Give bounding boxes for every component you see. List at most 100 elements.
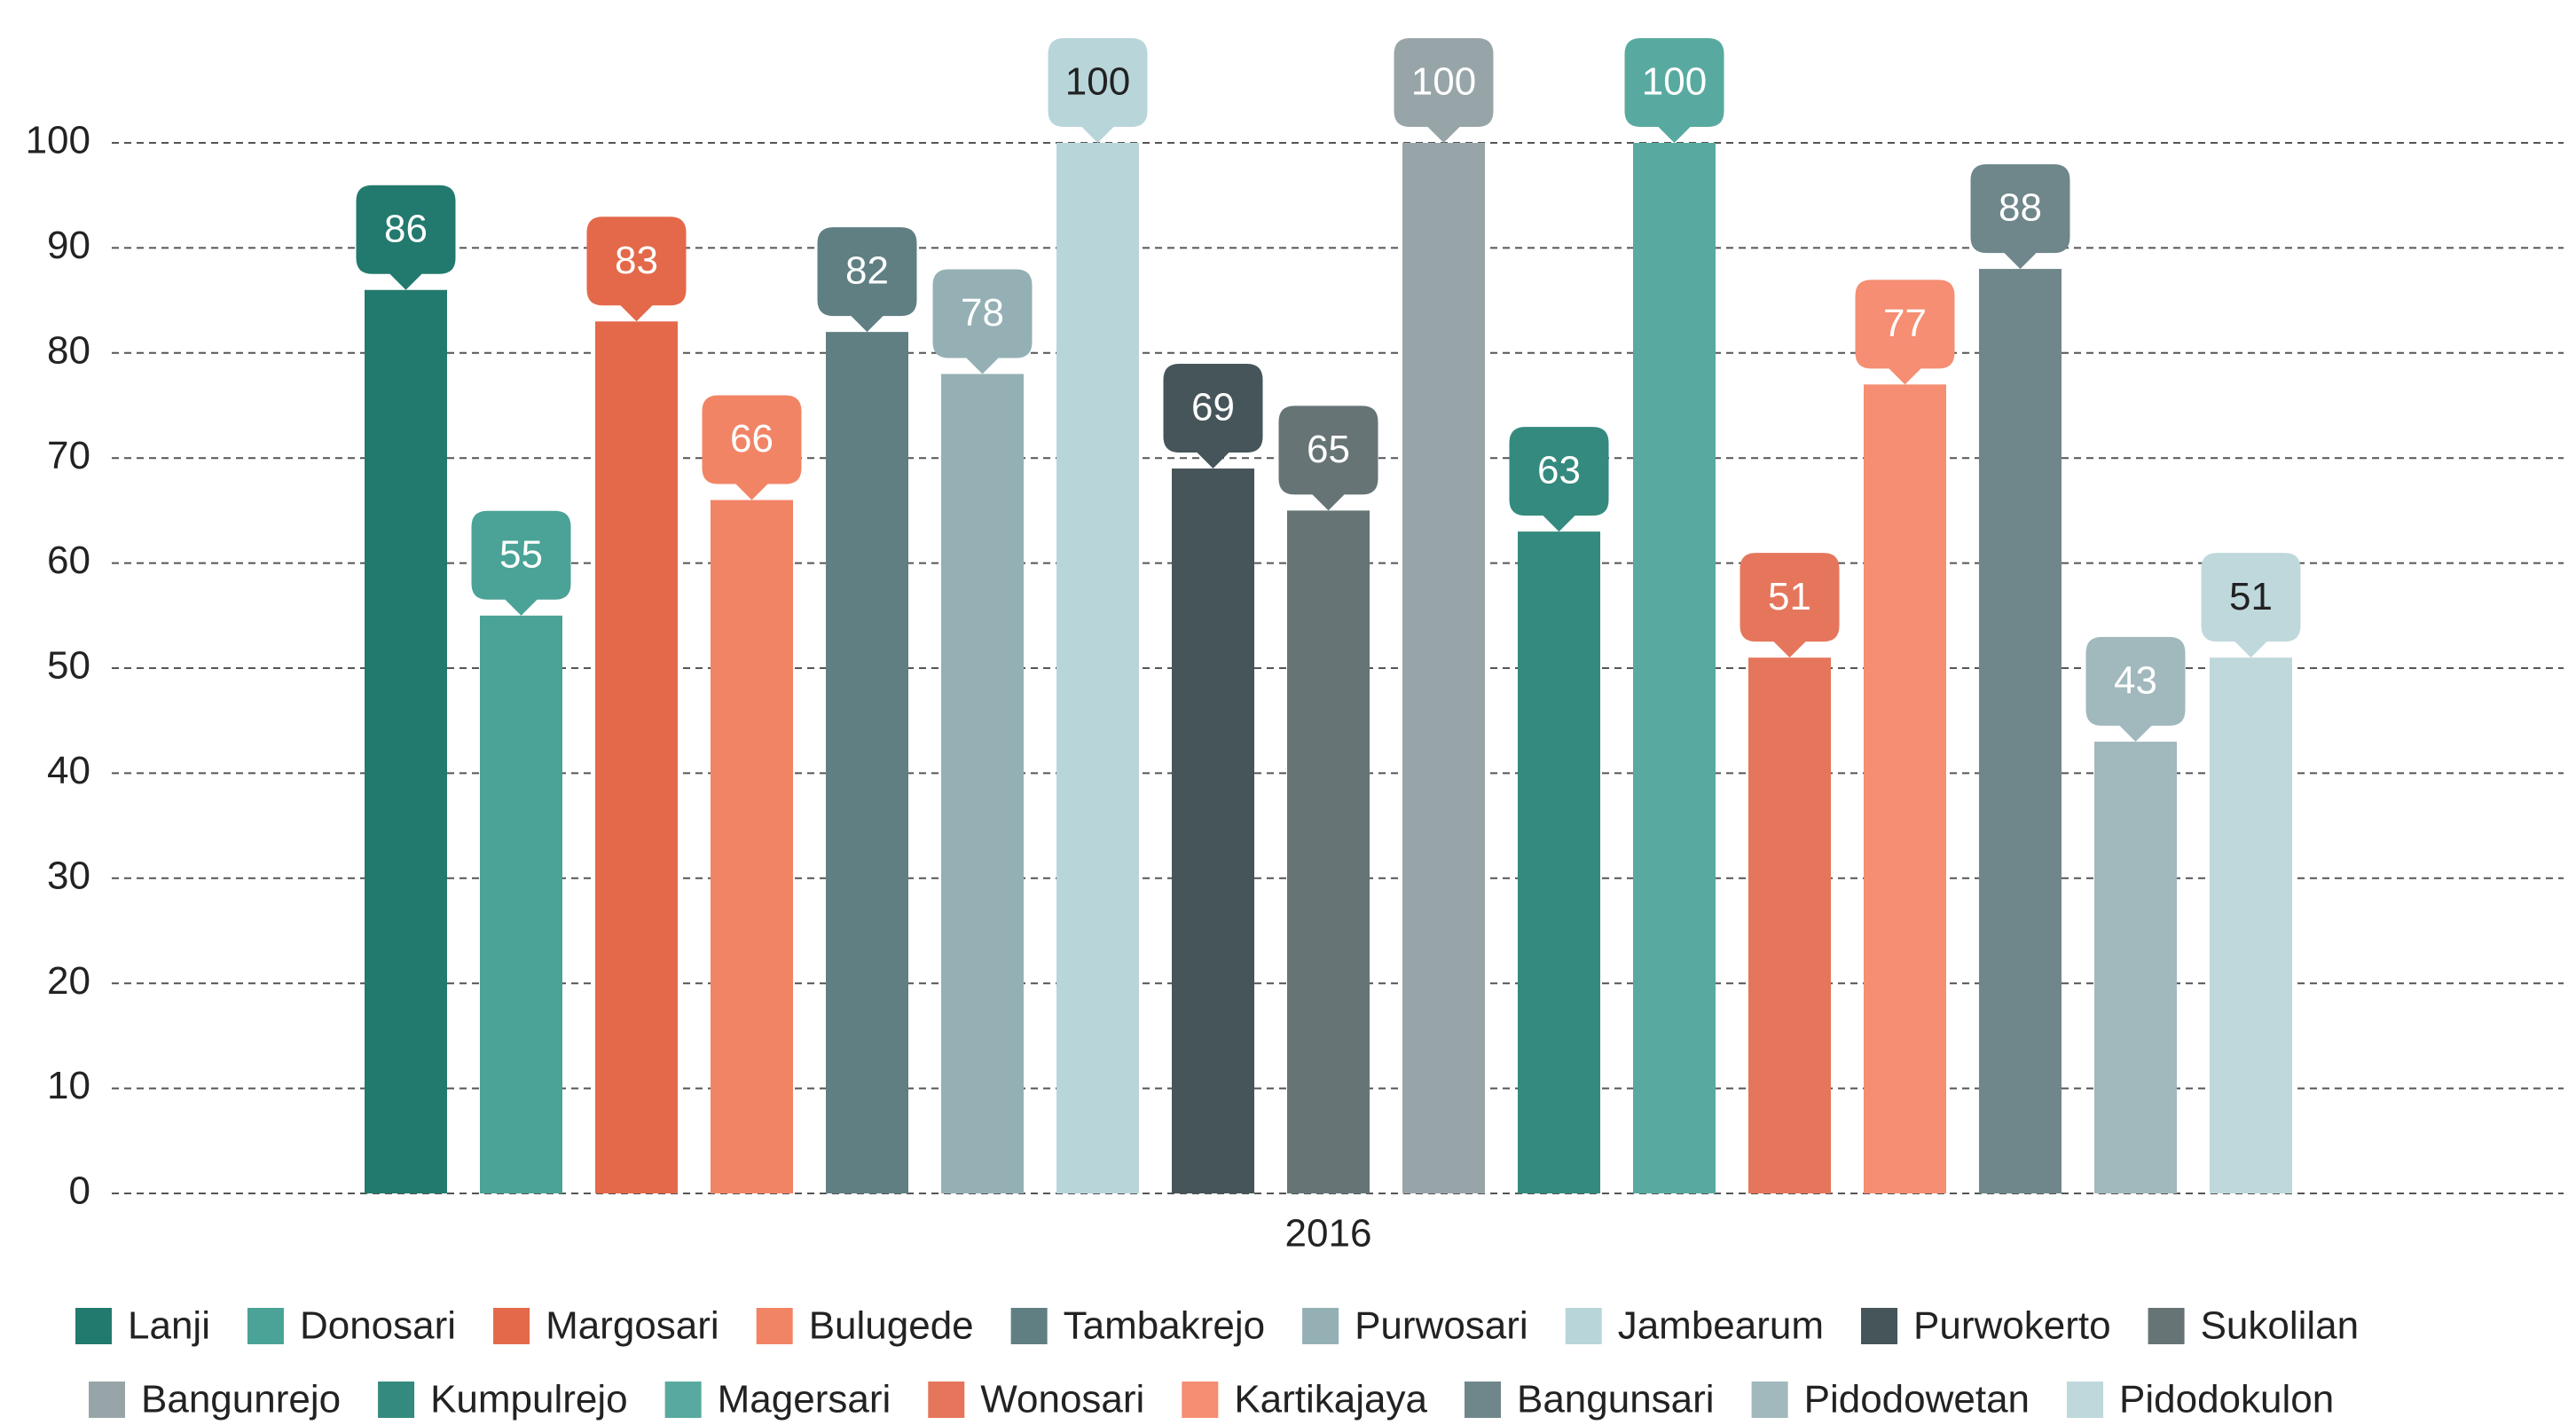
data-label: 51: [1768, 575, 1811, 618]
data-label: 100: [1065, 60, 1130, 104]
bar: [1402, 143, 1485, 1193]
legend-swatch: [756, 1308, 793, 1344]
legend-label: Magersari: [718, 1378, 891, 1421]
legend-label: Bulugede: [809, 1304, 974, 1348]
data-label: 63: [1537, 449, 1581, 492]
legend-label: Pidodokulon: [2119, 1378, 2334, 1421]
legend-swatch: [493, 1308, 530, 1344]
legend-item: Jambearum: [1565, 1304, 1824, 1348]
data-label: 55: [499, 532, 543, 576]
legend-swatch: [1010, 1308, 1048, 1344]
value-callout: [1394, 38, 1494, 143]
bar: [1979, 269, 2062, 1194]
data-label: 77: [1883, 302, 1927, 345]
legend-swatch: [1861, 1308, 1898, 1344]
bar: [826, 332, 908, 1193]
bar: [1864, 384, 1946, 1193]
value-callout: [1048, 38, 1148, 143]
legend-label: Lanji: [128, 1304, 210, 1348]
y-tick-label: 20: [47, 959, 90, 1003]
legend-label: Kartikajaya: [1234, 1378, 1427, 1421]
legend-label: Sukolilan: [2201, 1304, 2360, 1348]
legend-item: Donosari: [247, 1304, 456, 1348]
bar: [1056, 143, 1139, 1193]
value-callout: [1278, 405, 1378, 511]
legend-swatch: [89, 1382, 125, 1418]
data-label: 43: [2114, 659, 2157, 703]
legend-label: Pidodowetan: [1804, 1378, 2030, 1421]
bar: [1633, 143, 1716, 1193]
data-label: 100: [1411, 60, 1476, 104]
y-tick-label: 50: [47, 644, 90, 688]
value-callout: [586, 217, 687, 322]
value-callout: [932, 269, 1033, 374]
data-label: 88: [1999, 186, 2042, 230]
bar: [711, 500, 793, 1193]
legend-label: Donosari: [300, 1304, 456, 1348]
value-callout: [1624, 38, 1724, 143]
y-tick-label: 0: [69, 1169, 90, 1213]
legend-label: Wonosari: [980, 1378, 1144, 1421]
legend-item: Magersari: [664, 1378, 891, 1421]
bar: [480, 615, 562, 1193]
legend-item: Sukolilan: [2148, 1304, 2360, 1348]
bar: [595, 321, 678, 1193]
legend-swatch: [247, 1308, 284, 1344]
legend-item: Bangunsari: [1464, 1378, 1715, 1421]
value-callout: [471, 510, 571, 616]
bar: [1748, 657, 1831, 1193]
legend-swatch: [75, 1308, 112, 1344]
legend-item: Kartikajaya: [1182, 1378, 1428, 1421]
legend-item: Lanji: [75, 1304, 210, 1348]
legend-item: Purwokerto: [1861, 1304, 2111, 1348]
bar: [1172, 468, 1254, 1193]
y-tick-label: 40: [47, 749, 90, 792]
legend-item: Bangunrejo: [89, 1378, 341, 1421]
legend-label: Kumpulrejo: [430, 1378, 628, 1421]
data-label: 78: [961, 291, 1004, 335]
legend-label: Bangunsari: [1517, 1378, 1715, 1421]
y-tick-label: 90: [47, 224, 90, 267]
data-label: 100: [1642, 60, 1707, 104]
legend-item: Tambakrejo: [1010, 1304, 1265, 1348]
bar: [2210, 657, 2292, 1193]
legend-item: Kumpulrejo: [378, 1378, 628, 1421]
legend-item: Pidodowetan: [1751, 1378, 2030, 1421]
value-callout: [702, 395, 802, 500]
legend-item: Pidodokulon: [2067, 1378, 2334, 1421]
x-tick-label: 2016: [1285, 1212, 1372, 1256]
data-label: 86: [384, 207, 428, 250]
y-tick-label: 10: [47, 1064, 90, 1107]
legend-item: Wonosari: [928, 1378, 1144, 1421]
value-callout: [2201, 553, 2301, 658]
value-callout: [1509, 427, 1609, 532]
value-callout: [1855, 279, 1955, 385]
y-tick-label: 80: [47, 328, 90, 372]
legend-label: Jambearum: [1618, 1304, 1824, 1348]
bar: [2094, 741, 2177, 1193]
legend-swatch: [1302, 1308, 1339, 1344]
data-label: 65: [1307, 428, 1350, 471]
value-callout: [1163, 364, 1263, 469]
value-callout: [356, 185, 456, 290]
legend-swatch: [2148, 1308, 2185, 1344]
bar: [1518, 531, 1600, 1193]
y-tick-label: 100: [26, 119, 90, 162]
legend-label: Tambakrejo: [1064, 1304, 1265, 1348]
legend-swatch: [378, 1382, 415, 1418]
legend-item: Bulugede: [756, 1304, 974, 1348]
legend-swatch: [1751, 1382, 1788, 1418]
y-tick-label: 30: [47, 854, 90, 897]
value-callout: [1970, 164, 2070, 270]
legend-swatch: [1182, 1382, 1219, 1418]
value-callout: [817, 227, 917, 333]
value-callout: [2085, 636, 2186, 742]
legend-label: Purwosari: [1355, 1304, 1528, 1348]
data-label: 69: [1191, 386, 1235, 429]
legend-swatch: [1565, 1308, 1602, 1344]
legend-swatch: [1464, 1382, 1501, 1418]
legend-swatch: [2067, 1382, 2104, 1418]
legend-swatch: [664, 1382, 702, 1418]
legend-item: Purwosari: [1302, 1304, 1528, 1348]
